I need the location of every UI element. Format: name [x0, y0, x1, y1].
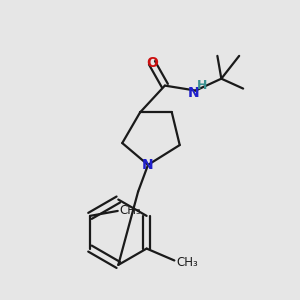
Text: N: N: [142, 158, 154, 172]
Text: CH₃: CH₃: [176, 256, 198, 269]
Text: N: N: [188, 85, 200, 100]
Text: H: H: [197, 79, 208, 92]
Text: CH₃: CH₃: [120, 204, 142, 218]
Text: O: O: [146, 56, 158, 70]
